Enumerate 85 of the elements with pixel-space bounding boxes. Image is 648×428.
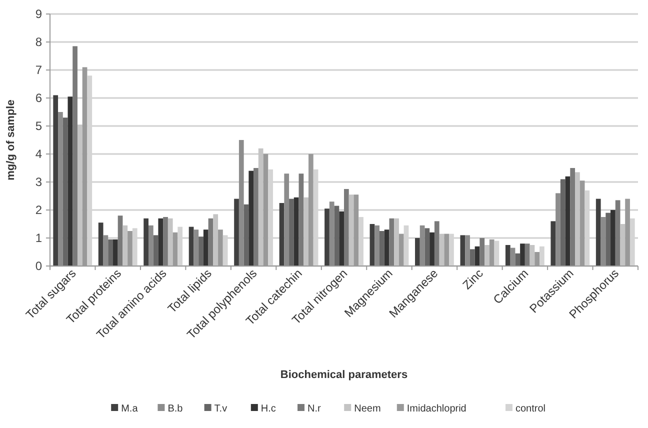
y-tick-label: 9 [35,7,42,22]
bar [198,236,204,266]
bar [570,168,576,266]
bar [470,249,475,266]
bar [234,198,239,266]
bar [465,235,470,266]
bar [460,235,466,266]
bar [248,170,254,266]
bar [238,140,244,266]
legend-label: Neem [354,404,381,414]
x-tick-label: Zinc [460,266,486,292]
y-tick-label: 6 [35,91,42,106]
bar [550,221,556,266]
y-tick-label: 5 [35,119,42,134]
bar [334,206,340,266]
y-tick-label: 2 [35,203,42,218]
y-tick-label: 0 [35,259,42,274]
bar [615,200,620,266]
bar [344,189,349,266]
bar [203,230,208,266]
bar [279,203,284,266]
legend-label: H.c [260,404,276,414]
legend-label: M.a [121,404,138,414]
bar [98,222,104,266]
bar [596,198,601,266]
bar [480,238,485,266]
bar [329,202,334,266]
y-tick-label: 4 [35,147,42,162]
bar [163,217,168,266]
bar [289,198,294,266]
y-tick-label: 7 [35,63,42,78]
bar [208,218,214,266]
bar [420,225,425,266]
bar [244,204,249,266]
bar [194,230,199,266]
legend-label: N.r [308,404,322,414]
bar [370,224,375,266]
bar [430,232,434,266]
bar [515,253,520,266]
y-tick-label: 1 [35,231,42,246]
x-axis-title: Biochemical parameters [280,369,408,381]
bar [384,230,390,266]
bar [148,225,154,266]
bar [424,228,430,266]
bar [556,193,560,266]
bar [415,238,420,266]
bar [188,226,194,266]
y-tick-label: 8 [35,35,42,50]
bar [339,211,344,266]
bar [53,95,58,266]
bar [380,231,384,266]
bar [560,179,566,266]
bar [68,96,73,266]
bar [103,235,108,266]
bar [62,118,68,266]
y-tick-label: 3 [35,175,42,190]
bar [606,212,611,266]
bar [505,245,510,266]
bar [72,46,78,266]
bar [108,239,113,266]
y-axis-title: mg/g of sample [5,100,17,180]
bar [565,176,570,266]
legend-label: Imidachloprid [406,404,466,414]
bar [600,217,606,266]
bar [294,197,299,266]
bar [144,218,148,266]
bar [254,168,258,266]
bar [118,216,123,266]
bar [610,210,616,266]
bar [474,246,480,266]
legend-label: B.b [168,404,184,414]
bar [374,225,380,266]
bar [112,239,118,266]
bar [153,235,158,266]
bar [158,218,164,266]
legend-label: T.v [214,404,228,414]
bar [284,174,290,266]
bar [524,244,530,266]
bar [58,112,63,266]
bar [520,244,525,266]
bar [298,174,304,266]
legend-label: control [516,404,546,414]
bar [324,208,330,266]
bar [434,221,440,266]
bar [389,218,394,266]
